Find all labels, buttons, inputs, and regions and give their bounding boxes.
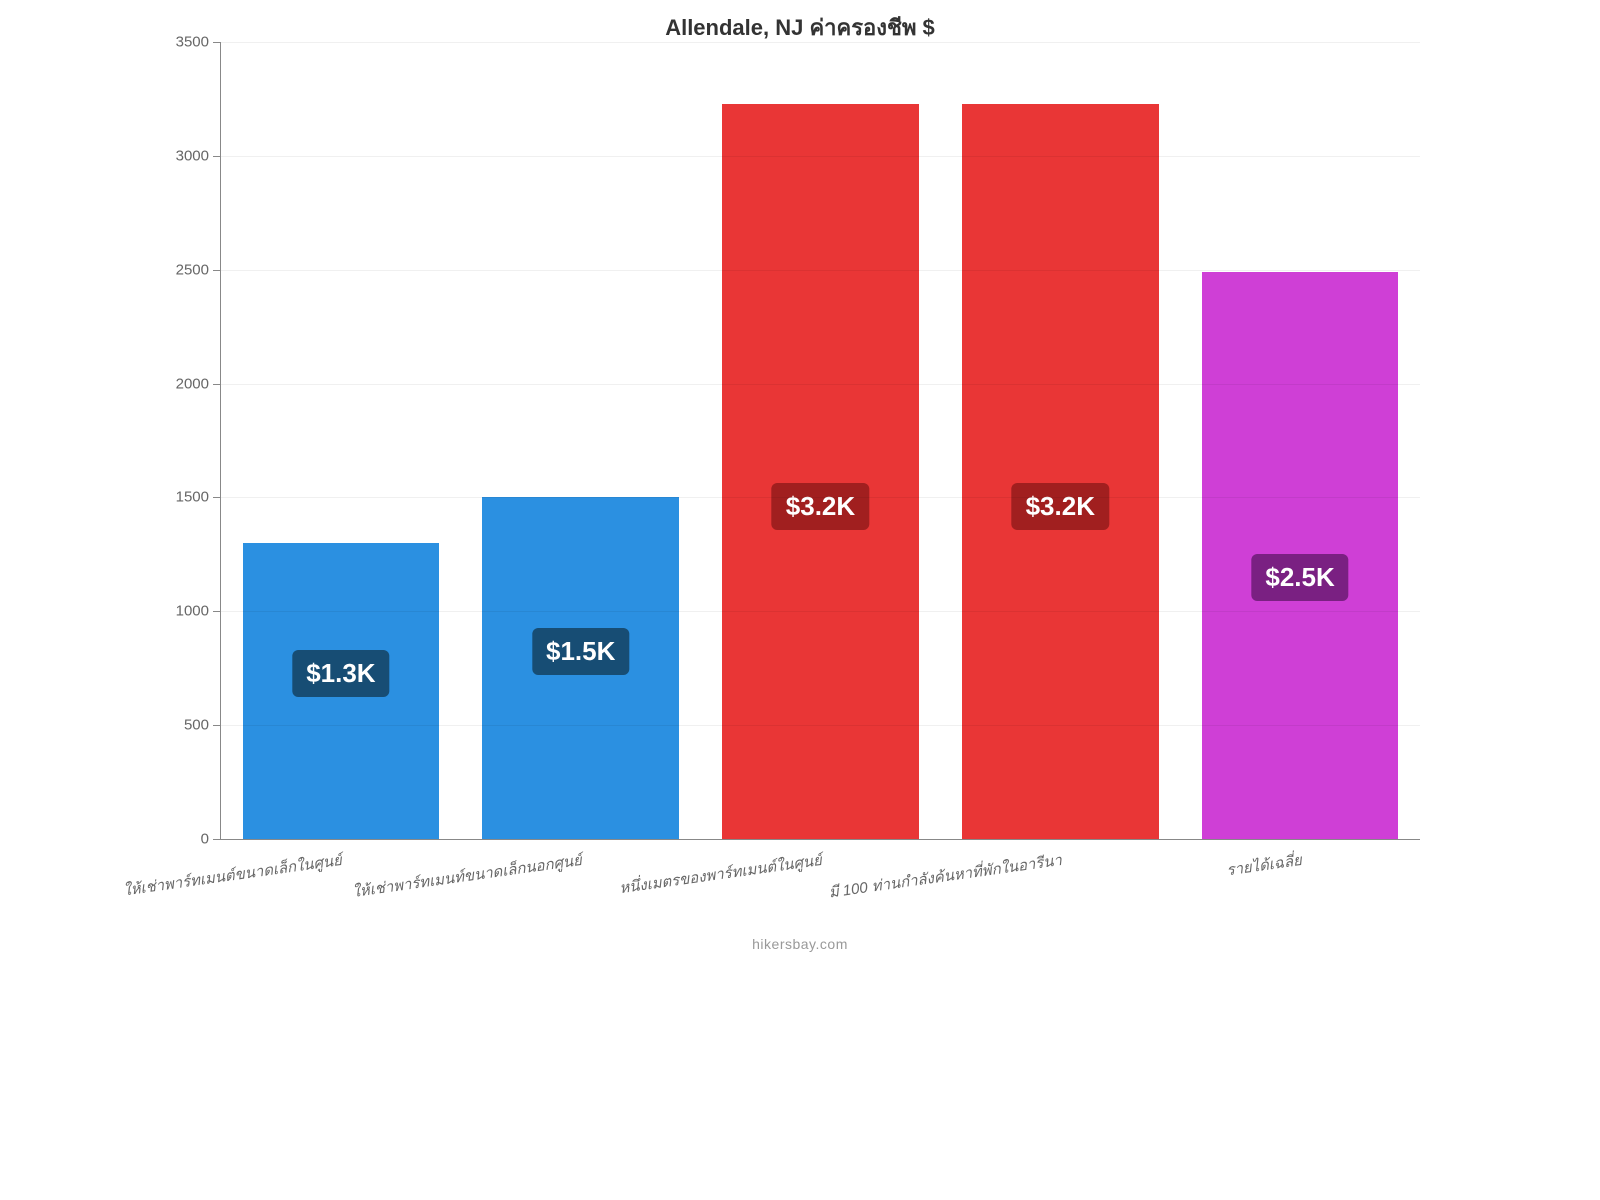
y-axis-label: 3000 bbox=[176, 147, 209, 164]
y-axis-label: 2000 bbox=[176, 375, 209, 392]
y-tick bbox=[213, 725, 221, 726]
grid-line bbox=[221, 270, 1420, 271]
chart-footer-attribution: hikersbay.com bbox=[160, 936, 1440, 952]
grid-line bbox=[221, 384, 1420, 385]
x-axis-category-label: รายได้เฉลี่ย bbox=[1225, 848, 1303, 882]
bar-slot: $3.2K bbox=[701, 42, 941, 839]
bar: $2.5K bbox=[1202, 272, 1399, 839]
bar-value-badge: $1.3K bbox=[292, 650, 389, 697]
bar-value-badge: $3.2K bbox=[772, 483, 869, 530]
bar-value-badge: $1.5K bbox=[532, 628, 629, 675]
y-tick bbox=[213, 270, 221, 271]
grid-line bbox=[221, 611, 1420, 612]
grid-line bbox=[221, 725, 1420, 726]
bar-slot: $1.5K bbox=[461, 42, 701, 839]
bar: $3.2K bbox=[722, 104, 919, 839]
y-tick bbox=[213, 156, 221, 157]
grid-line bbox=[221, 42, 1420, 43]
cost-of-living-bar-chart: Allendale, NJ ค่าครองชีพ $ $1.3K $1.5K $3.… bbox=[160, 0, 1440, 960]
chart-title: Allendale, NJ ค่าครองชีพ $ bbox=[160, 10, 1440, 45]
y-tick bbox=[213, 497, 221, 498]
y-tick bbox=[213, 611, 221, 612]
x-axis-category-label: ให้เช่าพาร์ทเมนต์ขนาดเล็กในศูนย์ bbox=[122, 848, 344, 902]
bar-slot: $1.3K bbox=[221, 42, 461, 839]
bar-slot: $2.5K bbox=[1180, 42, 1420, 839]
plot-area: $1.3K$1.5K$3.2K$3.2K$2.5K 05001000150020… bbox=[220, 42, 1420, 840]
y-axis-label: 2500 bbox=[176, 261, 209, 278]
y-axis-label: 1000 bbox=[176, 603, 209, 620]
y-axis-label: 0 bbox=[201, 831, 209, 848]
bar: $1.3K bbox=[243, 543, 440, 839]
y-tick bbox=[213, 42, 221, 43]
grid-line bbox=[221, 497, 1420, 498]
bar-value-badge: $3.2K bbox=[1012, 483, 1109, 530]
grid-line bbox=[221, 156, 1420, 157]
y-tick bbox=[213, 384, 221, 385]
bar: $1.5K bbox=[482, 497, 679, 839]
y-axis-label: 3500 bbox=[176, 34, 209, 51]
bar-slot: $3.2K bbox=[940, 42, 1180, 839]
bars-container: $1.3K $1.5K $3.2K $3.2K $2.5K bbox=[221, 42, 1420, 839]
bar: $3.2K bbox=[962, 104, 1159, 839]
y-axis-label: 1500 bbox=[176, 489, 209, 506]
y-axis-label: 500 bbox=[184, 717, 209, 734]
bar-value-badge: $2.5K bbox=[1251, 554, 1348, 601]
